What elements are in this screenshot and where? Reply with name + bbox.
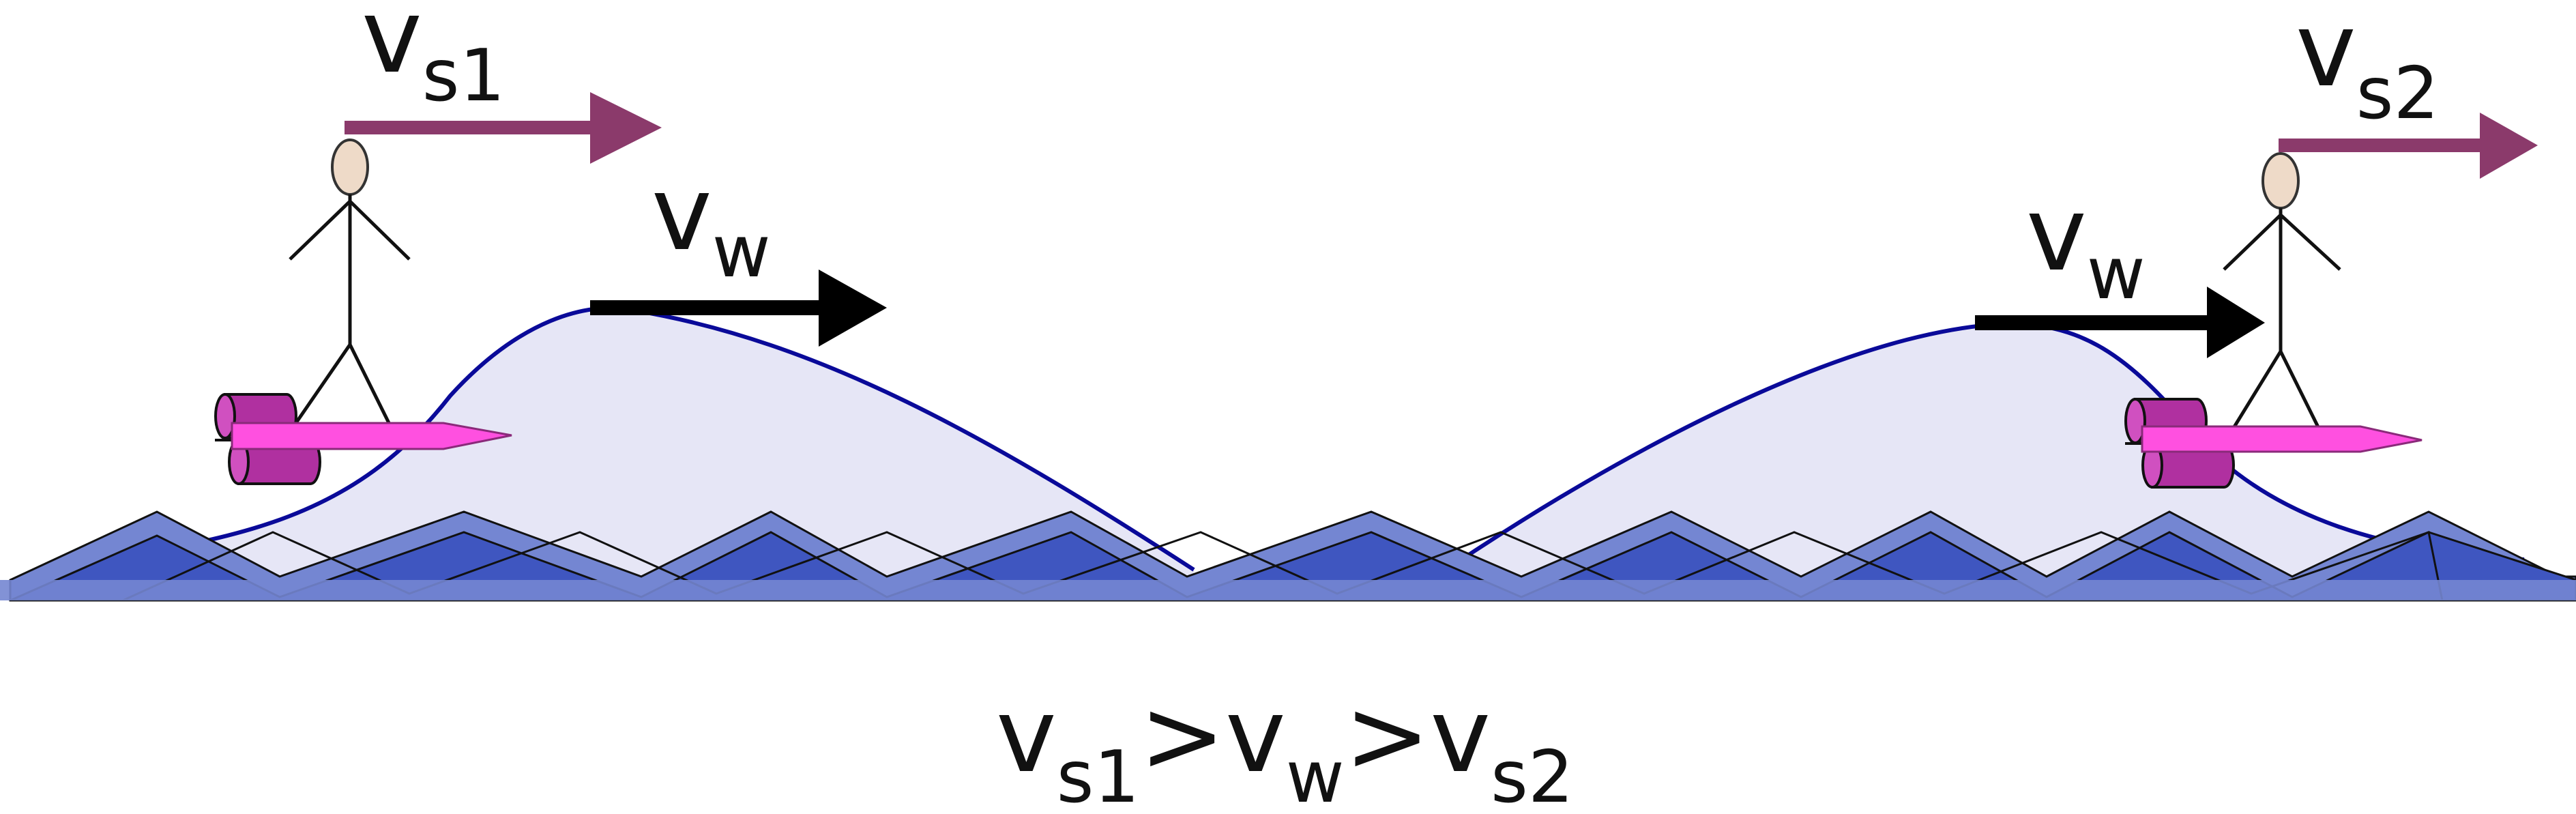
surfboard-icon [2141, 425, 2423, 453]
wave-right-velocity-arrow [1975, 287, 2265, 358]
surfer-left-velocity-arrow [345, 92, 662, 164]
velocity-relation: vs1>vw>vs2 [996, 677, 1574, 814]
surfer-left [214, 139, 512, 485]
surfer-right [2124, 152, 2423, 489]
label-v-s1: vs1 [362, 0, 505, 117]
surfboard-icon [231, 422, 512, 450]
large-wave-left [78, 306, 1195, 600]
large-wave-right [1445, 321, 2525, 600]
stick-figure-surfer-icon [284, 139, 411, 438]
surfer-right-velocity-arrow [2279, 113, 2538, 179]
water-waves-icon [0, 510, 2576, 602]
label-v-w-left: vw [652, 155, 771, 293]
wave-left-velocity-arrow [590, 270, 887, 347]
stick-figure-surfer-icon [2222, 152, 2341, 445]
label-v-s2: vs2 [2296, 0, 2439, 135]
label-v-w-right: vw [2026, 175, 2146, 315]
